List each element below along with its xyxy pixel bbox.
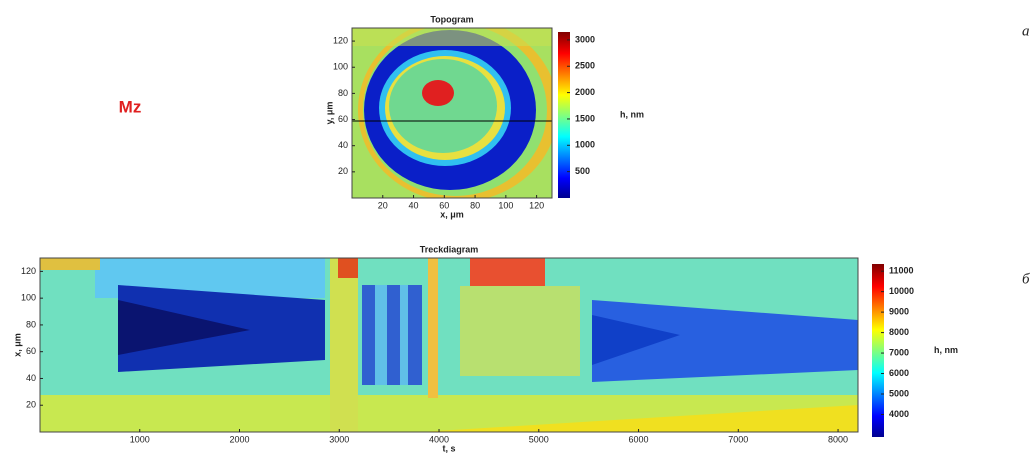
colorbar bbox=[872, 264, 884, 437]
y-tick-label: 60 bbox=[26, 346, 36, 356]
x-tick-label: 4000 bbox=[429, 434, 449, 444]
x-tick-label: 60 bbox=[439, 200, 449, 210]
colorbar-tick-label: 9000 bbox=[889, 306, 909, 316]
x-tick-label: 5000 bbox=[529, 434, 549, 444]
x-tick-label: 1000 bbox=[130, 434, 150, 444]
x-tick-label: 20 bbox=[378, 200, 388, 210]
colorbar-tick-label: 500 bbox=[575, 166, 590, 176]
y-tick-label: 40 bbox=[338, 140, 348, 150]
x-axis-label: t, s bbox=[442, 443, 455, 453]
y-tick-label: 20 bbox=[26, 400, 36, 410]
y-tick-label: 100 bbox=[21, 293, 36, 303]
treckdiagram-image bbox=[40, 258, 858, 432]
colorbar-label: h, nm bbox=[934, 345, 958, 355]
y-tick-label: 40 bbox=[26, 373, 36, 383]
x-tick-label: 8000 bbox=[828, 434, 848, 444]
x-tick-label: 40 bbox=[409, 200, 419, 210]
colorbar-tick-label: 6000 bbox=[889, 368, 909, 378]
colorbar-tick-label: 10000 bbox=[889, 286, 914, 296]
x-tick-label: 100 bbox=[498, 200, 513, 210]
x-tick-label: 2000 bbox=[229, 434, 249, 444]
x-tick-label: 80 bbox=[470, 200, 480, 210]
colorbar-tick-label: 11000 bbox=[889, 266, 914, 276]
sample-label: Mz bbox=[119, 97, 142, 116]
colorbar-tick-label: 4000 bbox=[889, 409, 909, 419]
plot-frame bbox=[39, 257, 859, 433]
colorbar-tick-label: 8000 bbox=[889, 327, 909, 337]
y-axis-label: x, μm bbox=[12, 333, 22, 357]
colorbar-tick-label: 1000 bbox=[575, 140, 595, 150]
y-tick-label: 60 bbox=[338, 114, 348, 124]
x-tick-label: 120 bbox=[529, 200, 544, 210]
x-tick-label: 3000 bbox=[329, 434, 349, 444]
colorbar-tick-label: 2000 bbox=[575, 87, 595, 97]
y-axis-label: y, μm bbox=[324, 102, 334, 125]
panel-letter: б bbox=[1022, 271, 1030, 287]
y-tick-label: 120 bbox=[333, 35, 348, 45]
y-tick-label: 100 bbox=[333, 62, 348, 72]
colorbar-tick-label: 1500 bbox=[575, 113, 595, 123]
colorbar-label: h, nm bbox=[620, 109, 644, 119]
colorbar-tick-label: 2500 bbox=[575, 61, 595, 71]
topogram-image bbox=[352, 28, 552, 198]
y-tick-label: 80 bbox=[338, 88, 348, 98]
plot-frame bbox=[351, 27, 553, 199]
chart-title: Topogram bbox=[430, 14, 473, 24]
x-axis-label: x, μm bbox=[440, 209, 464, 219]
colorbar-tick-label: 5000 bbox=[889, 388, 909, 398]
colorbar-tick-label: 7000 bbox=[889, 347, 909, 357]
y-tick-label: 80 bbox=[26, 319, 36, 329]
colorbar-tick-label: 3000 bbox=[575, 34, 595, 44]
x-tick-label: 7000 bbox=[728, 434, 748, 444]
y-tick-label: 120 bbox=[21, 266, 36, 276]
chart-title: Treckdiagram bbox=[420, 244, 479, 254]
y-tick-label: 20 bbox=[338, 166, 348, 176]
colorbar bbox=[558, 32, 570, 198]
x-tick-label: 6000 bbox=[629, 434, 649, 444]
panel-letter: a bbox=[1022, 23, 1030, 39]
